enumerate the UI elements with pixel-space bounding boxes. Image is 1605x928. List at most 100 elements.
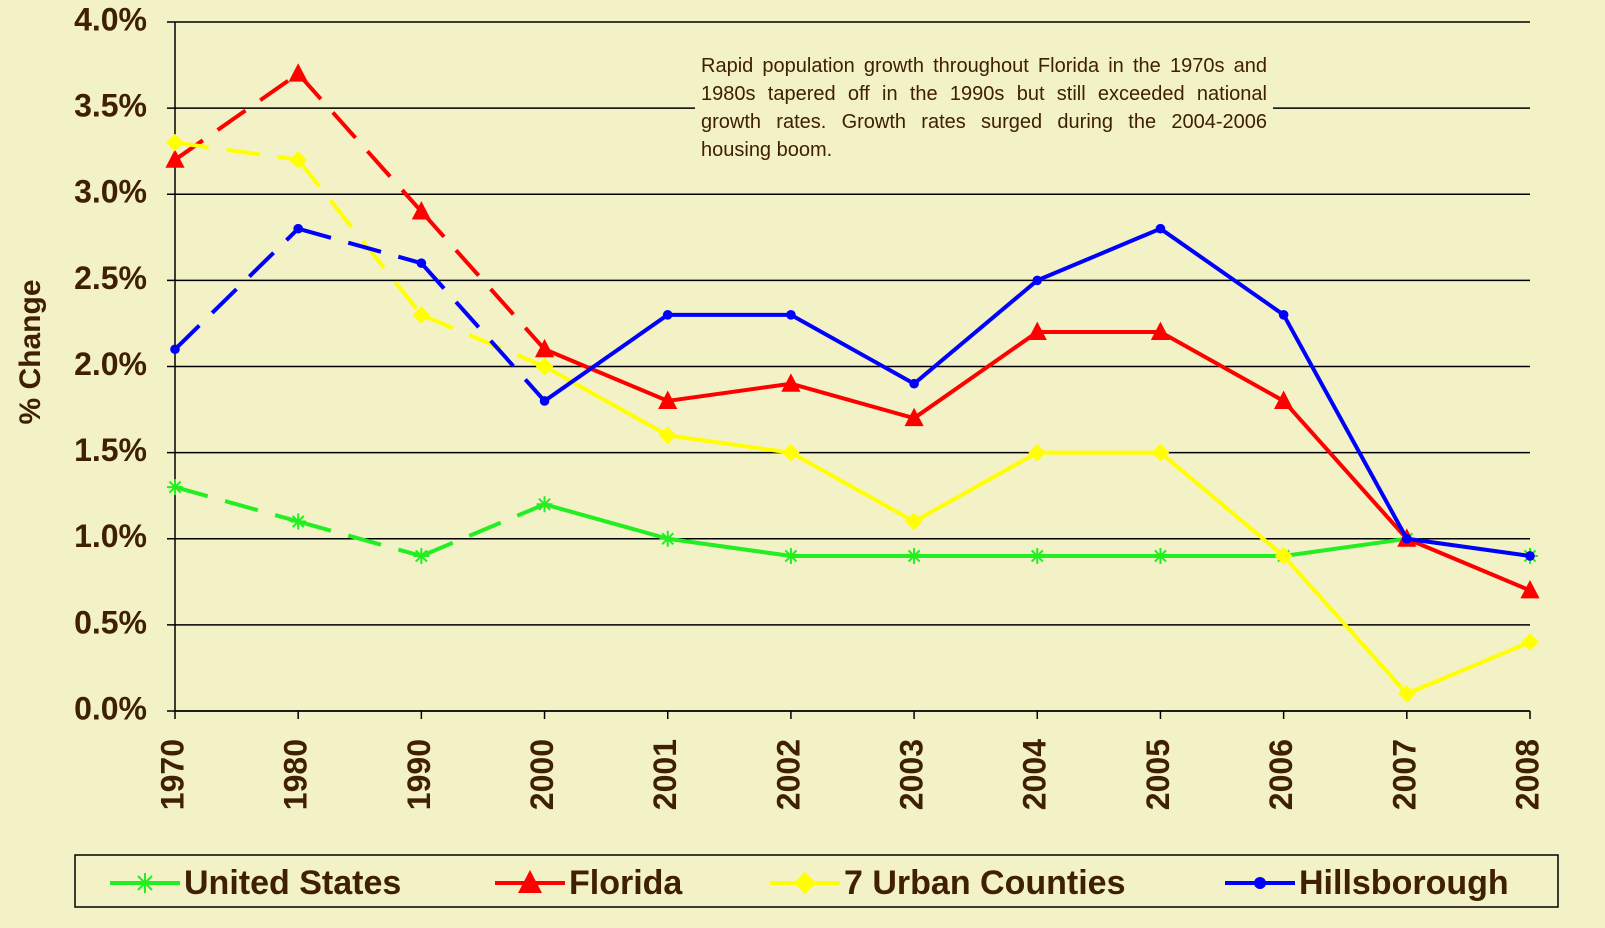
line-segment <box>420 312 546 369</box>
marker <box>170 344 180 355</box>
line-segment <box>1282 554 1409 696</box>
line-segment <box>296 158 423 317</box>
y-axis-title: % Change <box>14 279 47 424</box>
line-segment <box>667 536 792 558</box>
line-segment <box>1406 536 1531 558</box>
y-tick-label: 3.0% <box>74 174 147 210</box>
line-segment <box>913 450 1039 524</box>
series <box>165 63 1540 599</box>
series <box>166 133 1539 703</box>
marker <box>786 310 796 320</box>
line-segment <box>1283 536 1408 558</box>
y-tick-label: 0.0% <box>74 690 147 726</box>
marker <box>658 390 678 409</box>
marker <box>288 63 308 82</box>
line-segment <box>543 347 669 403</box>
series <box>170 223 1535 561</box>
marker <box>135 873 155 893</box>
marker <box>1028 443 1047 462</box>
marker <box>906 547 923 564</box>
line-segment <box>667 381 792 403</box>
marker <box>1032 275 1043 286</box>
marker <box>411 201 431 220</box>
marker <box>1155 223 1166 234</box>
marker <box>782 547 799 564</box>
line-segment <box>667 433 792 455</box>
line-segment <box>296 72 423 213</box>
marker <box>416 258 427 268</box>
marker <box>536 496 553 513</box>
x-tick-label: 2003 <box>894 739 930 810</box>
marker <box>1520 580 1540 599</box>
y-tick-label: 0.5% <box>74 604 147 640</box>
marker <box>782 443 800 462</box>
marker <box>1521 633 1539 651</box>
marker <box>165 149 185 168</box>
line-segment <box>912 330 1039 420</box>
line-segment <box>912 278 1039 386</box>
marker <box>1151 443 1170 462</box>
line-segment <box>174 485 299 524</box>
y-tick-label: 3.5% <box>74 88 147 124</box>
series <box>167 479 1538 564</box>
marker <box>1525 551 1535 561</box>
marker <box>534 338 555 358</box>
marker <box>1150 321 1171 341</box>
marker <box>518 870 542 893</box>
marker <box>659 530 676 547</box>
line-segment <box>297 226 422 266</box>
marker <box>1152 547 1169 564</box>
marker <box>412 306 431 324</box>
marker <box>539 396 550 406</box>
annotation-text: Rapid population growth throughout Flori… <box>695 52 1273 164</box>
x-tick-label: 2005 <box>1140 739 1176 810</box>
marker <box>658 426 677 445</box>
line-segment <box>789 313 916 386</box>
marker <box>905 512 923 531</box>
line-segment <box>1282 399 1409 541</box>
line-segment <box>1159 227 1285 317</box>
y-tick-label: 1.0% <box>74 518 147 554</box>
line-segment <box>1159 330 1285 403</box>
marker <box>794 872 816 894</box>
marker <box>535 357 554 376</box>
line-segment <box>543 364 669 438</box>
x-tick-label: 2008 <box>1509 739 1545 810</box>
x-tick-label: 1970 <box>154 739 190 810</box>
marker <box>1029 547 1046 564</box>
x-tick-label: 2001 <box>647 739 683 810</box>
marker <box>166 133 184 152</box>
x-tick-label: 2002 <box>770 739 806 810</box>
marker <box>1398 684 1416 703</box>
marker <box>1027 321 1047 341</box>
line-segment <box>790 381 915 421</box>
line-segment <box>173 227 300 351</box>
y-tick-label: 1.5% <box>74 432 147 468</box>
marker <box>662 310 673 320</box>
x-tick-label: 1980 <box>278 739 314 810</box>
x-tick-label: 2006 <box>1263 739 1299 810</box>
marker <box>781 373 801 392</box>
legend-label: 7 Urban Counties <box>844 864 1125 902</box>
marker <box>909 378 919 389</box>
marker <box>1274 547 1293 565</box>
line-segment <box>789 450 916 524</box>
marker <box>1278 310 1289 320</box>
legend-label: United States <box>184 864 401 902</box>
marker <box>293 223 303 234</box>
x-tick-label: 1990 <box>401 739 437 810</box>
marker <box>904 407 924 427</box>
legend-label: Hillsborough <box>1299 864 1509 902</box>
line-segment <box>1406 640 1531 696</box>
line-segment <box>1406 536 1531 593</box>
legend-label: Florida <box>569 864 683 902</box>
line-segment <box>174 140 299 162</box>
line-segment <box>297 519 422 558</box>
y-tick-label: 4.0% <box>74 1 147 37</box>
y-tick-label: 2.0% <box>74 346 147 382</box>
line-segment <box>544 502 669 541</box>
marker <box>289 151 307 169</box>
marker <box>290 513 307 530</box>
y-tick-label: 2.5% <box>74 260 147 296</box>
